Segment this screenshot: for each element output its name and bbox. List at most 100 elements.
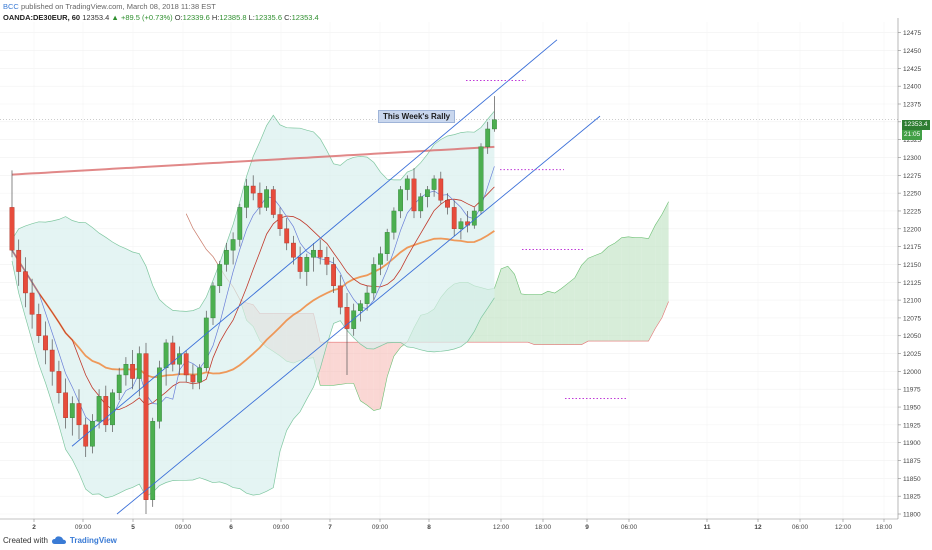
candle[interactable] [358,300,363,322]
drawings[interactable] [0,39,898,515]
candle[interactable] [29,278,35,329]
candle[interactable] [337,275,343,315]
candlesticks[interactable] [9,96,497,515]
candle[interactable] [217,260,223,293]
symbol-label[interactable]: OANDA:DE30EUR, 60 [3,13,81,22]
candle[interactable] [324,246,330,276]
candle[interactable] [485,121,491,154]
candle[interactable] [123,357,129,386]
candle[interactable] [257,182,263,215]
author-link[interactable]: BCC [3,2,19,11]
cloud-segment [661,201,669,318]
time-axis[interactable]: 2 09:00 5 09:00 6 09:00 7 09:00 8 12:00 18:00 9 06:0… [0,518,898,531]
candle[interactable] [210,282,216,326]
candle[interactable] [344,292,350,375]
candle[interactable] [398,186,403,219]
candle[interactable] [130,350,135,390]
candle-body [418,196,424,212]
candle[interactable] [69,396,75,436]
candle[interactable] [197,364,202,390]
candle[interactable] [264,186,269,211]
candle[interactable] [384,228,390,261]
time-tick-label: 09:00 [75,524,92,531]
candle[interactable] [177,346,182,375]
candle[interactable] [143,342,149,515]
candle-body [270,189,276,215]
candle[interactable] [451,200,457,236]
candle[interactable] [478,143,484,215]
candle[interactable] [404,175,410,201]
candle[interactable] [431,175,437,197]
candle[interactable] [23,257,28,308]
candle[interactable] [331,257,336,293]
time-tick-label: 12 [754,524,762,531]
candle-body [76,403,82,426]
candle[interactable] [270,186,276,219]
candle[interactable] [190,364,196,390]
candle[interactable] [170,335,176,372]
rally-annotation[interactable]: This Week's Rally [378,110,456,123]
candle[interactable] [56,360,62,404]
candle[interactable] [203,310,209,372]
candle[interactable] [16,239,22,286]
candle[interactable] [311,243,316,272]
candle[interactable] [371,257,377,301]
candle[interactable] [277,207,283,236]
candle[interactable] [378,246,383,276]
candle[interactable] [110,389,115,433]
candle-body [304,257,310,272]
candle[interactable] [425,186,430,208]
open-label: O: [174,13,183,22]
candle-body [438,178,444,201]
candle[interactable] [63,378,69,429]
candle[interactable] [445,193,450,215]
cloud-segment [554,288,562,345]
candle[interactable] [150,417,156,507]
candle[interactable] [304,253,310,286]
candle[interactable] [438,171,444,204]
channel-upper-line[interactable] [71,39,558,447]
candle[interactable] [183,350,189,383]
candle[interactable] [391,207,397,240]
cloud-segment [347,342,354,384]
candle-body [404,178,410,190]
candle[interactable] [317,239,323,265]
candle[interactable] [103,385,109,433]
candle[interactable] [156,360,162,429]
candle[interactable] [364,285,370,311]
candle[interactable] [83,417,89,457]
candle-body [291,242,296,258]
candle[interactable] [96,389,102,429]
candle[interactable] [291,235,296,265]
candle[interactable] [36,303,42,343]
candle[interactable] [230,232,236,265]
candle[interactable] [297,246,303,279]
cloud-segment [333,342,341,386]
candle[interactable] [244,178,249,219]
candle[interactable] [116,367,122,400]
candle[interactable] [43,321,48,365]
candle[interactable] [237,203,243,247]
candle[interactable] [9,170,15,258]
candle[interactable] [411,168,417,219]
candle[interactable] [284,218,290,251]
tradingview-brand[interactable]: TradingView [69,536,117,545]
candle[interactable] [76,389,82,440]
candle[interactable] [223,243,229,272]
cloud-segment [501,266,508,343]
candle[interactable] [418,193,424,219]
low-value: 12335.6 [254,13,282,22]
candle[interactable] [458,218,464,240]
candle[interactable] [250,175,256,201]
cloud-segment [494,268,502,343]
cloud-segment [655,214,662,329]
candle[interactable] [136,346,142,397]
candle[interactable] [89,414,95,454]
candle-body [23,271,28,294]
candle[interactable] [492,96,497,132]
cloud-segment [601,246,609,342]
candle[interactable] [351,303,357,336]
channel-lower-line[interactable] [116,115,601,515]
candle[interactable] [49,339,55,386]
